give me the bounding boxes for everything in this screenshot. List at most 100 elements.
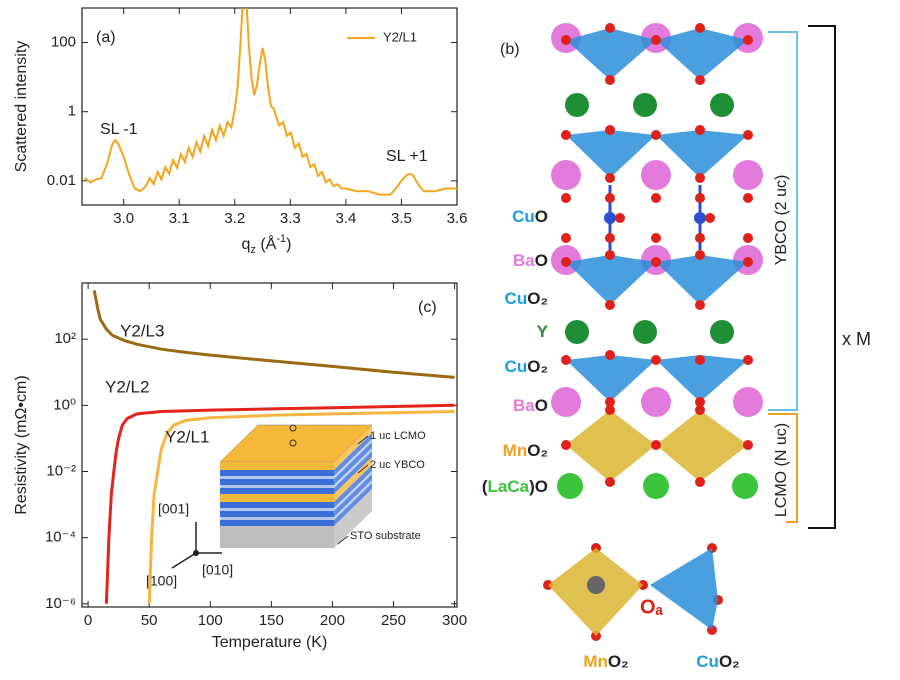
- oxygen-atom: [561, 130, 571, 140]
- oxygen-atom: [561, 233, 571, 243]
- inset-layer: [220, 502, 334, 508]
- oxygen-atom: [651, 257, 661, 267]
- inset-layer-side: [334, 465, 372, 508]
- oxygen-atom: [743, 193, 753, 203]
- oxygen-atom: [561, 355, 571, 365]
- x-axis-label: Temperature (K): [212, 634, 328, 651]
- layer-label: (LaCa)O: [482, 477, 548, 496]
- layer-element: Ba: [513, 251, 535, 270]
- mn-atom: [587, 576, 605, 594]
- x-tick-label: 250: [381, 612, 406, 629]
- inset-layer-side: [334, 448, 372, 488]
- inset-layer: [220, 462, 334, 470]
- x-tick-label: 3.1: [169, 210, 190, 227]
- pyramid: [650, 548, 718, 630]
- x-axis-label-part: (Å: [256, 234, 277, 253]
- axis-direction: [001]: [158, 501, 189, 517]
- x-tick-label: 3.4: [335, 210, 356, 227]
- x-tick-label: 3.0: [113, 210, 134, 227]
- series-line: [147, 410, 455, 604]
- lcmo-label: LCMO (N uc): [773, 423, 790, 517]
- lcmo-bracket: [768, 413, 798, 523]
- structure-diagram: (b) YBCO (2 uc) LCMO (N uc) x M Oₐ: [500, 23, 871, 641]
- oxygen-atom: [605, 350, 615, 360]
- x-axis-label-part: q: [242, 236, 251, 253]
- oxygen-atom: [651, 233, 661, 243]
- layer-rest: O₂: [527, 441, 548, 460]
- oxygen-atom: [605, 397, 615, 407]
- layer-element: LaCa: [488, 477, 530, 496]
- layer-label: BaO: [513, 251, 548, 270]
- inset-layer: [220, 511, 334, 517]
- oxygen-atom: [695, 75, 705, 85]
- layer-label: MnO₂: [583, 652, 628, 671]
- y-tick-label: 1: [68, 103, 76, 120]
- series-label: Y2/L3: [120, 321, 164, 340]
- oxygen-atom: [651, 355, 661, 365]
- inset-layer: [220, 526, 334, 548]
- inset-layer-side: [334, 483, 372, 526]
- inset-dot: [289, 439, 297, 447]
- ybco-bracket: [768, 31, 798, 411]
- oxygen-atom: [605, 233, 615, 243]
- axis-arrow: [171, 552, 197, 569]
- chart-0: 3.0 3.1 3.2 3.3 3.4 3.5 3.6 0.01 1 100 Y2/L1 (a) SL …: [13, 7, 468, 256]
- inset-layer-side: [334, 474, 372, 517]
- oxygen-atom: [695, 23, 705, 33]
- annotation: SL +1: [386, 148, 428, 165]
- layer-rest: O₂: [527, 357, 548, 376]
- inset-layer: [220, 476, 334, 479]
- y-tick-label: 10²: [54, 330, 76, 347]
- ybco-label: YBCO (2 uc): [773, 175, 790, 266]
- inset-layer-side: [334, 425, 372, 470]
- inset-layer-side: [334, 489, 372, 548]
- oxygen-atom: [651, 440, 661, 450]
- x-axis-label-part: -1: [276, 233, 286, 245]
- layer-label: CuO: [512, 207, 548, 226]
- inset-layer: [220, 508, 334, 511]
- layer-rest: O: [535, 396, 548, 415]
- inset-layer-side: [334, 433, 372, 476]
- x-tick-label: 200: [320, 612, 345, 629]
- y-tick-label: 10⁻⁴: [45, 529, 76, 546]
- y-tick-label: 10⁻²: [46, 462, 76, 479]
- inset-label: 2 uc YBCO: [370, 459, 425, 471]
- layer-rest: O: [535, 207, 548, 226]
- inset-layer: [220, 488, 334, 494]
- oxygen-atom: [743, 257, 753, 267]
- oxygen-atom: [743, 35, 753, 45]
- inset-layer: [220, 485, 334, 488]
- annotation: (c): [418, 299, 437, 316]
- layer-element: Cu: [512, 207, 535, 226]
- x-tick-label: 300: [442, 612, 467, 629]
- x-tick-label: 3.2: [224, 210, 245, 227]
- inset-layer: [220, 520, 334, 526]
- oxygen-atom: [743, 233, 753, 243]
- plot-frame: [81, 7, 458, 206]
- inset-layer: [220, 517, 334, 520]
- oxygen-atom: [695, 397, 705, 407]
- series-line: [104, 403, 455, 604]
- x-tick-label: 3.6: [447, 210, 468, 227]
- oxygen-atom: [651, 193, 661, 203]
- oxygen-atom: [695, 477, 705, 487]
- y-tick-label: 100: [51, 34, 76, 51]
- oxygen-atom: [605, 250, 615, 260]
- x-axis-label-part: ): [286, 236, 291, 253]
- layer-rest: O₂: [608, 652, 629, 671]
- inset-layer: [220, 494, 334, 502]
- layer-element: Ba: [513, 396, 535, 415]
- oxygen-atom: [695, 355, 705, 365]
- layer-element: Y: [537, 322, 549, 341]
- layer-element: Mn: [503, 441, 528, 460]
- series-line: [84, 8, 457, 196]
- layer-rest: O₂: [719, 652, 740, 671]
- oxygen-atom: [695, 125, 705, 135]
- oxygen-atom: [561, 35, 571, 45]
- oxygen-atom: [743, 440, 753, 450]
- x-tick-label: 3.3: [280, 210, 301, 227]
- inset-layer: [220, 470, 334, 476]
- atoms: [551, 23, 763, 499]
- annotation: (a): [96, 29, 116, 46]
